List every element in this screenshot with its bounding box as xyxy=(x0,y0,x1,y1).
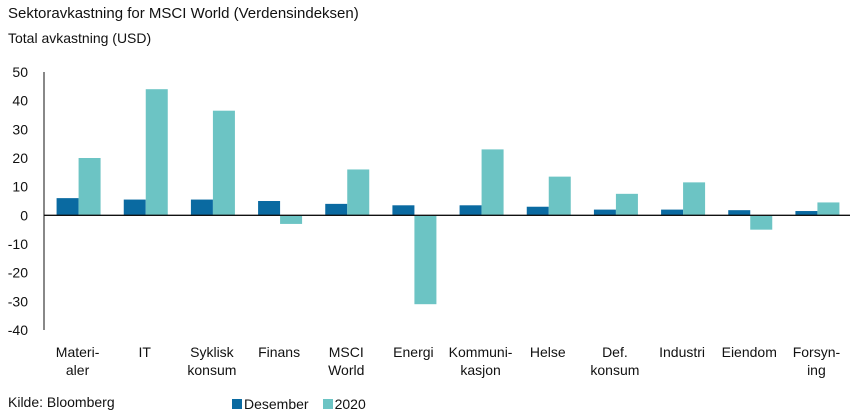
bar-2020 xyxy=(78,158,101,216)
y-tick-label: 20 xyxy=(12,150,28,166)
bar-2020 xyxy=(615,193,638,216)
bar-desember xyxy=(728,210,751,216)
bar-2020 xyxy=(414,215,437,305)
bar-desember xyxy=(661,209,684,216)
x-tick-label: Helse xyxy=(530,344,566,360)
bar-2020 xyxy=(481,149,504,216)
bar-2020 xyxy=(347,169,370,216)
source-note: Kilde: Bloomberg xyxy=(8,394,115,410)
legend-swatch-desember xyxy=(232,399,242,409)
x-tick-label: konsum xyxy=(590,362,639,378)
y-tick-label: -20 xyxy=(8,265,28,281)
x-tick-label: Kommuni- xyxy=(449,344,513,360)
x-tick-label: Forsyn- xyxy=(793,344,841,360)
legend-swatch-2020 xyxy=(322,399,333,409)
bar-2020 xyxy=(212,110,235,216)
y-tick-label: 10 xyxy=(12,179,28,195)
x-tick-label: kasjon xyxy=(460,362,500,378)
x-tick-label: Syklisk xyxy=(190,344,235,360)
bar-desember xyxy=(123,199,146,216)
legend-item-2020: 2020 xyxy=(322,396,366,412)
y-tick-label: 0 xyxy=(20,207,28,223)
bar-2020 xyxy=(280,215,303,224)
x-tick-label: World xyxy=(328,362,364,378)
y-tick-label: -30 xyxy=(8,293,28,309)
y-tick-label: -10 xyxy=(8,236,28,252)
bar-desember xyxy=(526,206,549,216)
chart-title: Sektoravkastning for MSCI World (Verdens… xyxy=(8,5,359,22)
bar-2020 xyxy=(750,215,773,230)
y-tick-label: 40 xyxy=(12,93,28,109)
bar-desember xyxy=(459,205,482,216)
bar-desember xyxy=(593,209,616,216)
bar-desember xyxy=(392,205,415,216)
y-tick-label: 50 xyxy=(12,64,28,80)
bar-desember xyxy=(258,201,281,216)
legend-label-desember: Desember xyxy=(244,396,309,412)
bar-desember xyxy=(56,198,79,216)
bar-2020 xyxy=(683,182,706,216)
y-tick-label: -40 xyxy=(8,322,28,338)
x-tick-label: Finans xyxy=(258,344,300,360)
y-tick-label: 30 xyxy=(12,121,28,137)
x-tick-label: Def. xyxy=(602,344,628,360)
bar-2020 xyxy=(145,89,168,216)
x-tick-label: Materi- xyxy=(56,344,100,360)
x-tick-label: aler xyxy=(66,362,90,378)
x-tick-label: MSCI xyxy=(329,344,364,360)
bar-2020 xyxy=(548,176,571,216)
x-tick-label: IT xyxy=(139,344,152,360)
x-tick-label: Eiendom xyxy=(722,344,777,360)
bar-desember xyxy=(325,203,348,216)
legend-item-desember: Desember xyxy=(232,396,309,412)
bar-desember xyxy=(190,199,213,216)
bar-desember xyxy=(795,211,818,216)
x-tick-label: Industri xyxy=(659,344,705,360)
x-tick-label: ing xyxy=(807,362,826,378)
x-tick-label: Energi xyxy=(393,344,433,360)
legend-label-2020: 2020 xyxy=(334,396,366,412)
x-tick-label: konsum xyxy=(187,362,236,378)
bar-2020 xyxy=(817,202,840,216)
legend: Desember 2020 xyxy=(232,396,374,412)
chart-subtitle: Total avkastning (USD) xyxy=(8,30,152,46)
